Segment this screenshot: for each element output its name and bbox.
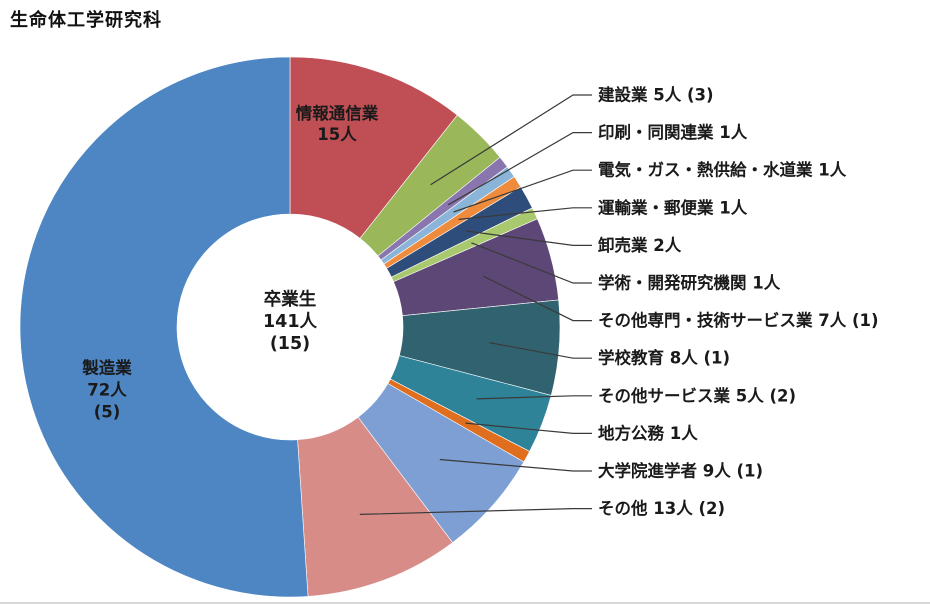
leader-line [447, 132, 592, 206]
segment-label: その他専門・技術サービス業 7人 (1) [598, 310, 879, 330]
page-title: 生命体工学研究科 [10, 10, 162, 31]
segment-label: 運輸業・郵便業 1人 [598, 197, 748, 217]
leader-line [489, 342, 592, 359]
bottom-border [0, 602, 930, 604]
segment-label: 大学院進学者 9人 (1) [598, 461, 763, 481]
segment-label: その他サービス業 5人 (2) [598, 385, 796, 405]
segment-label: 卸売業 2人 [598, 235, 682, 255]
donut-center-label: (15) [270, 334, 310, 354]
leader-line [471, 242, 592, 284]
leader-line [483, 275, 592, 322]
segment-label-inside: 15人 [317, 125, 357, 144]
leader-line [465, 422, 592, 434]
pie-segment [19, 56, 309, 598]
segment-label: 印刷・同関連業 1人 [598, 122, 748, 142]
leader-line [476, 395, 592, 400]
donut-center-label: 卒業生 [264, 289, 317, 310]
pie-segment [289, 56, 458, 239]
leader-line [458, 207, 592, 220]
leader-line [453, 169, 592, 213]
segment-label: 学校教育 8人 (1) [598, 348, 730, 368]
segment-label: 建設業 5人 (3) [598, 85, 714, 105]
segment-label-inside: 製造業 [81, 358, 132, 378]
leader-line [465, 230, 592, 246]
segment-label-inside: 情報通信業 [296, 103, 379, 123]
segment-label-inside: 72人 [87, 381, 127, 400]
leader-line [430, 94, 592, 186]
leader-line [359, 508, 592, 515]
segment-label-inside: (5) [94, 403, 121, 422]
segment-label: 電気・ガス・熱供給・水道業 1人 [598, 160, 847, 180]
donut-center-label: 141人 [263, 311, 318, 332]
segment-label: その他 13人 (2) [598, 498, 725, 518]
leader-line [439, 458, 592, 472]
segment-label: 地方公務 1人 [598, 423, 698, 443]
segment-label: 学術・開発研究機関 1人 [598, 273, 781, 293]
